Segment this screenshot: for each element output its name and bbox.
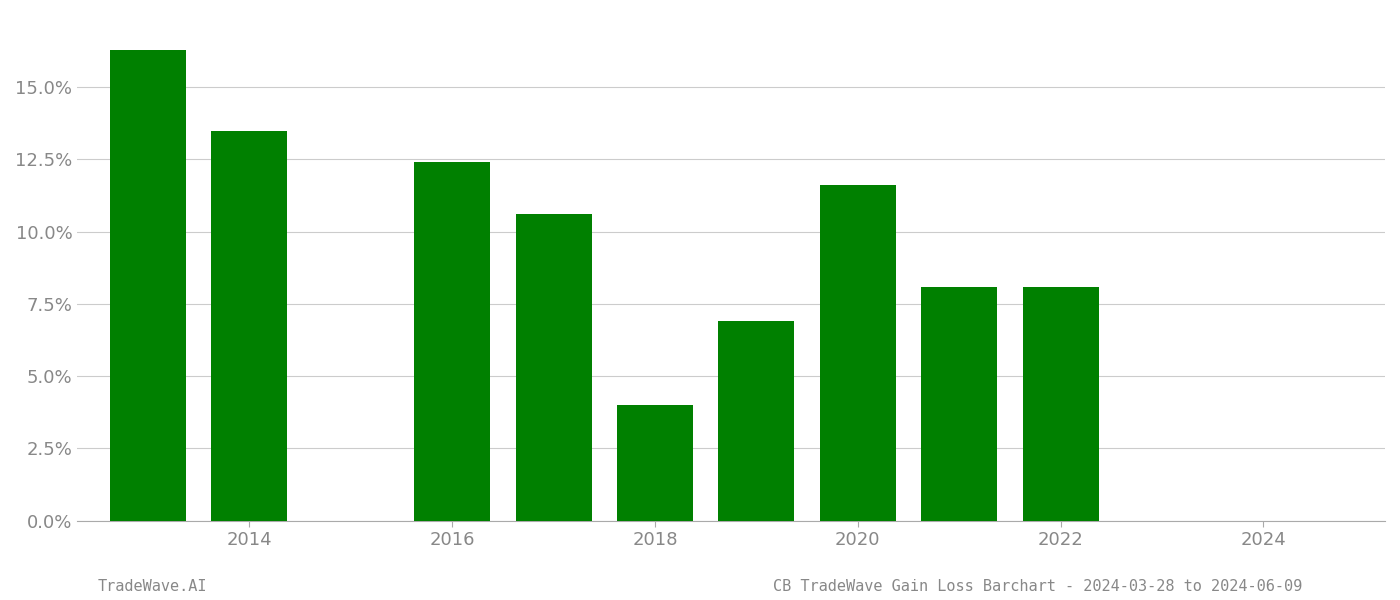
Text: TradeWave.AI: TradeWave.AI: [98, 579, 207, 594]
Bar: [820, 185, 896, 521]
Bar: [515, 214, 592, 521]
Text: CB TradeWave Gain Loss Barchart - 2024-03-28 to 2024-06-09: CB TradeWave Gain Loss Barchart - 2024-0…: [773, 579, 1302, 594]
Bar: [617, 405, 693, 521]
Bar: [211, 131, 287, 521]
Bar: [414, 163, 490, 521]
Bar: [1022, 287, 1099, 521]
Bar: [921, 287, 997, 521]
Bar: [718, 321, 794, 521]
Bar: [111, 50, 186, 521]
